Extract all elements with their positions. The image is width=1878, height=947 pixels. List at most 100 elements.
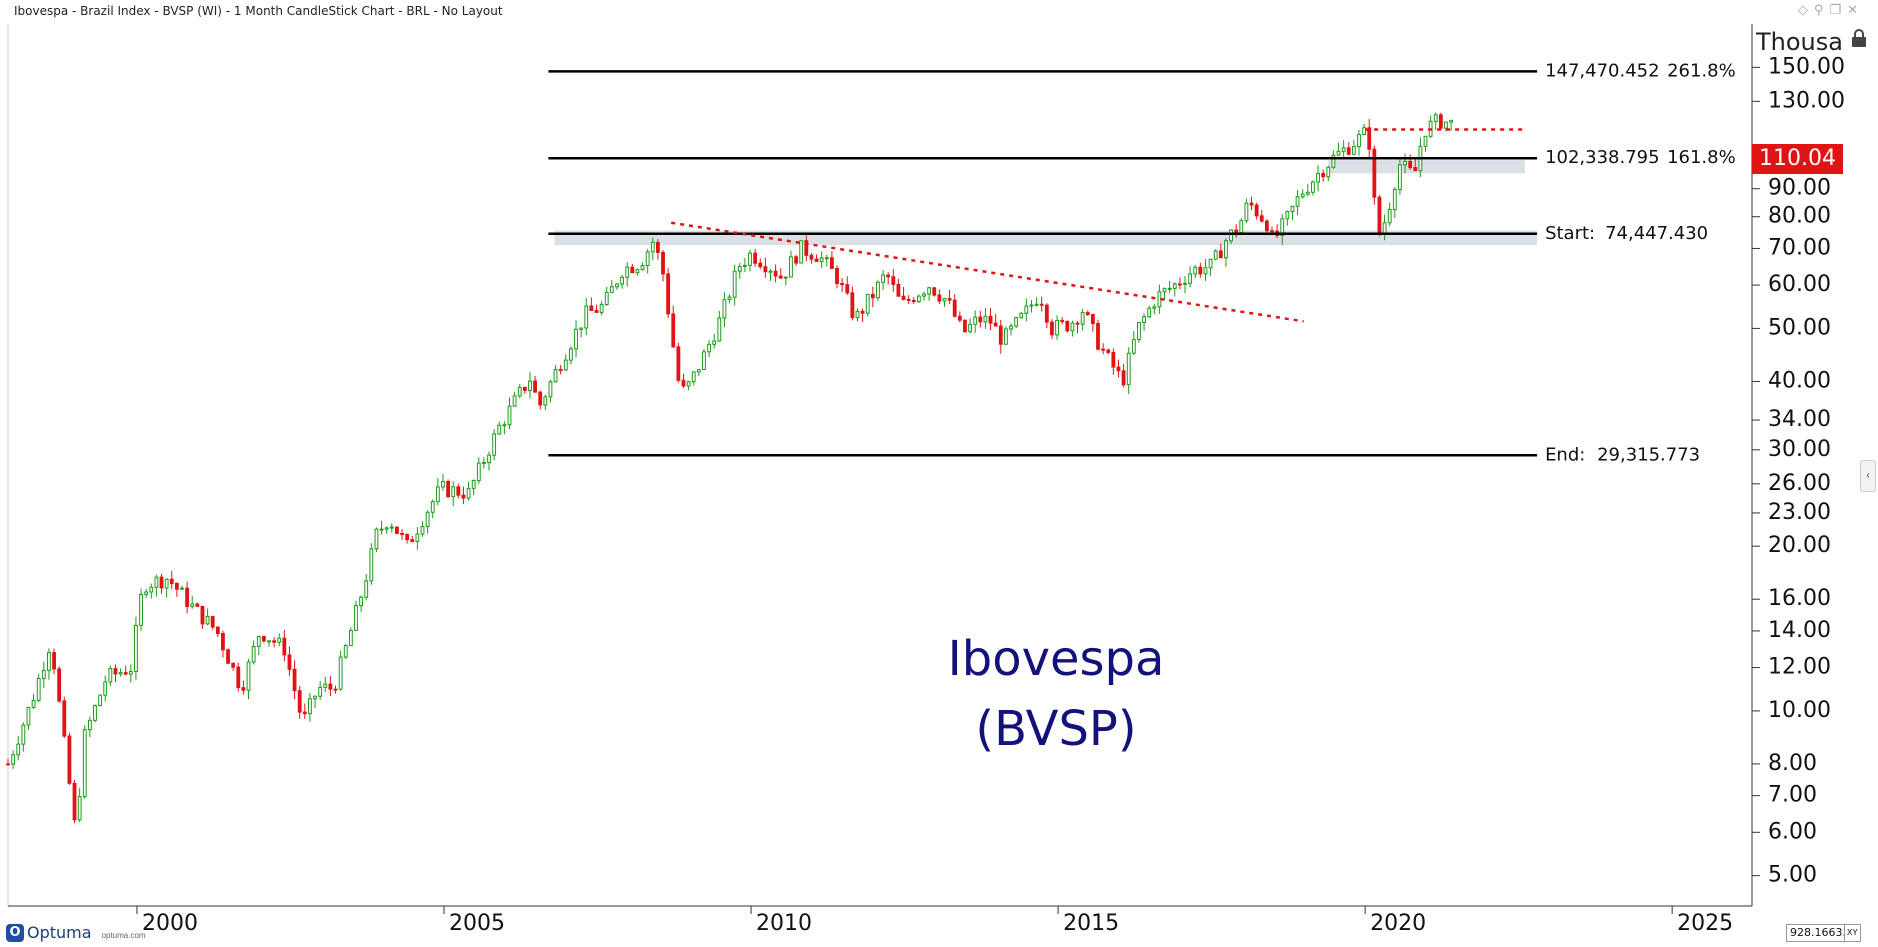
candle-down — [773, 270, 778, 277]
chevron-left-icon[interactable]: ‹ — [1860, 460, 1876, 492]
candle-up — [425, 511, 430, 527]
optuma-logo: O Optuma optuma.com — [6, 923, 146, 942]
candle-up — [364, 580, 369, 598]
candle-up — [471, 480, 476, 489]
candle-up — [26, 706, 31, 726]
candle-up — [563, 359, 568, 371]
candle-down — [937, 294, 942, 302]
candle-down — [405, 533, 410, 541]
y-tick-label: 14.00 — [1768, 618, 1831, 643]
y-tick-label: 10.00 — [1768, 698, 1831, 723]
candle-down — [1085, 312, 1090, 316]
candle-down — [993, 322, 998, 327]
optuma-url[interactable]: optuma.com — [101, 931, 146, 940]
candle-up — [1300, 193, 1305, 198]
candle-up — [77, 796, 82, 821]
candle-down — [681, 379, 686, 387]
candle-down — [901, 295, 906, 300]
candle-up — [1423, 135, 1428, 147]
candle-down — [952, 299, 957, 317]
candle-down — [763, 266, 768, 273]
candle-down — [932, 287, 937, 296]
candle-up — [512, 395, 517, 407]
candle-down — [287, 654, 292, 670]
candle-down — [988, 315, 993, 324]
candle-up — [1239, 220, 1244, 233]
candle-up — [528, 380, 532, 391]
candle-up — [707, 343, 711, 353]
end-level-value: 29,315.773 — [1597, 444, 1700, 465]
candle-up — [722, 299, 727, 319]
candle-up — [36, 677, 41, 701]
candle-down — [891, 276, 896, 285]
pin-icon[interactable]: ⚲ — [1813, 2, 1830, 17]
y-tick-label: 5.00 — [1768, 863, 1817, 888]
candle-down — [1075, 322, 1080, 325]
candle-down — [333, 688, 338, 691]
candle-down — [395, 526, 399, 534]
fibonacci-levels: 147,470.452 261.8% 102,338.795 161.8% Start:… — [548, 60, 1736, 465]
candle-down — [1408, 160, 1413, 169]
y-tick-label: 130.00 — [1768, 88, 1845, 113]
candle-up — [1142, 316, 1146, 323]
candle-up — [876, 281, 880, 299]
restore-icon[interactable]: ❐ — [1829, 2, 1848, 17]
candle-up — [1316, 173, 1320, 183]
candle-up — [1311, 181, 1315, 193]
candle-down — [1096, 323, 1100, 350]
candle-down — [630, 266, 635, 274]
candle-up — [487, 454, 491, 463]
candle-down — [1050, 321, 1054, 336]
candle-up — [1229, 229, 1233, 242]
y-tick-label: 150.00 — [1768, 54, 1845, 79]
candle-down — [753, 252, 758, 264]
y-tick-label: 6.00 — [1768, 819, 1817, 844]
x-tick-label: 2015 — [1063, 911, 1119, 936]
candle-up — [732, 270, 737, 298]
candle-up — [318, 686, 323, 697]
candlesticks — [6, 112, 1454, 824]
candle-up — [574, 328, 578, 350]
candle-up — [517, 386, 522, 397]
chart-title-line: Ibovespa — [948, 631, 1165, 687]
candle-up — [569, 348, 573, 361]
candle-up — [1224, 240, 1228, 259]
plot-area[interactable] — [8, 24, 1752, 906]
candle-up — [1167, 287, 1172, 290]
y-tick-label: 7.00 — [1768, 783, 1817, 808]
start-level-label: Start: — [1545, 223, 1595, 244]
candle-up — [267, 640, 271, 643]
xy-toggle-button[interactable]: XY — [1844, 924, 1861, 942]
window-controls: ◇⚲❐✕ — [1798, 2, 1864, 18]
candle-up — [338, 656, 343, 690]
candle-up — [482, 461, 486, 464]
candle-up — [93, 705, 97, 721]
candle-up — [783, 276, 788, 279]
y-tick-label: 60.00 — [1768, 272, 1831, 297]
candle-up — [635, 269, 640, 274]
candle-down — [113, 668, 118, 675]
candle-down — [1065, 320, 1070, 332]
close-icon[interactable]: ✕ — [1847, 2, 1864, 17]
candle-up — [277, 637, 282, 643]
candle-up — [640, 265, 645, 271]
candle-up — [881, 274, 885, 283]
candle-up — [1362, 127, 1367, 135]
candle-up — [1208, 258, 1213, 269]
candle-down — [1060, 320, 1065, 323]
candle-up — [98, 694, 103, 707]
candle-up — [1055, 320, 1059, 336]
candle-up — [359, 596, 364, 607]
candle-up — [1203, 267, 1208, 275]
candle-up — [1351, 146, 1356, 155]
candle-up — [548, 381, 553, 398]
candle-up — [492, 433, 497, 456]
candle-up — [712, 340, 717, 345]
candle-up — [696, 368, 701, 373]
lock-icon[interactable] — [1850, 28, 1868, 48]
diamond-icon[interactable]: ◇ — [1797, 2, 1814, 17]
candle-up — [1433, 114, 1438, 122]
candle-up — [1244, 202, 1249, 222]
candle-up — [604, 291, 609, 306]
